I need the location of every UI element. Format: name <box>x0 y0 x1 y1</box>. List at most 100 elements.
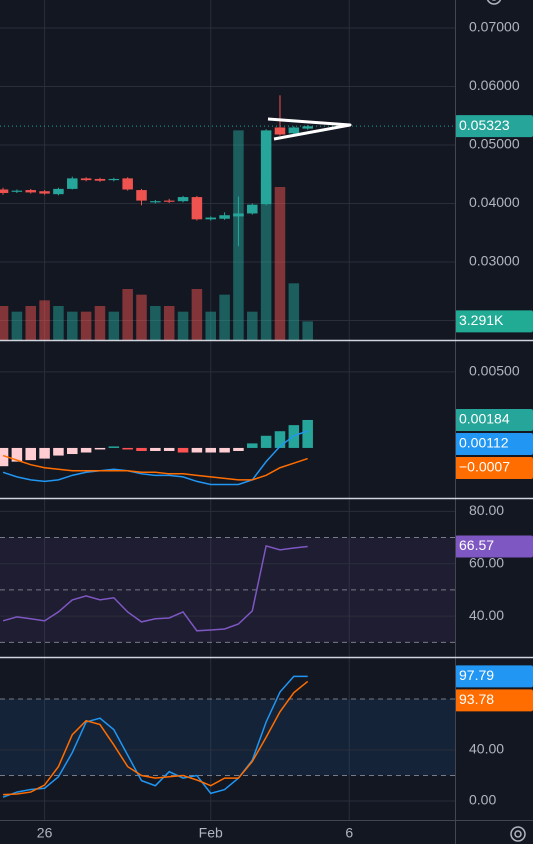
candle-body <box>177 197 189 202</box>
y-tick-label: 0.04000 <box>469 194 520 210</box>
candle-body <box>163 200 175 202</box>
candle-body <box>39 191 50 194</box>
indicator-line <box>2 544 308 632</box>
value-tag-label: 0.05323 <box>459 117 510 133</box>
value-tag <box>455 456 533 479</box>
y-tick-label: 0.00 <box>469 792 496 808</box>
volume-bar <box>94 306 106 340</box>
x-tick-label: Feb <box>199 825 223 841</box>
candle-body <box>108 178 120 181</box>
candle-body <box>0 189 9 193</box>
y-tick-label: 0.03000 <box>469 253 520 269</box>
value-tag <box>455 310 533 333</box>
candle-body <box>94 178 106 181</box>
volume-bar <box>53 306 64 340</box>
value-tag-label: 0.00112 <box>459 435 509 451</box>
y-tick-label: 0.05000 <box>469 136 520 152</box>
indicator-line <box>3 680 309 796</box>
histogram-bar <box>0 447 9 467</box>
indicator-line <box>2 430 308 486</box>
volume-bar <box>302 321 313 340</box>
volume-bar <box>122 289 133 340</box>
volume-bar <box>163 306 175 340</box>
volume-bar <box>205 311 217 340</box>
histogram-bar <box>274 431 286 448</box>
histogram-bar <box>247 443 258 448</box>
histogram-bar <box>219 447 230 453</box>
volume-bar <box>0 306 9 340</box>
value-tag <box>455 432 533 455</box>
settings-icon[interactable] <box>510 826 526 842</box>
volume-bar <box>219 294 230 340</box>
y-tick-label: 40.00 <box>469 741 504 757</box>
volume-bar <box>288 283 300 340</box>
volume-bar <box>247 311 258 340</box>
candle-body <box>11 190 23 192</box>
candle-body <box>233 213 244 217</box>
histogram-bar <box>205 447 217 453</box>
histogram-bar <box>260 435 272 448</box>
candle-body <box>122 178 133 190</box>
histogram-bar <box>233 447 244 451</box>
value-tag-label: 93.78 <box>459 691 494 707</box>
candle-body <box>80 178 92 181</box>
volume-bar <box>177 311 189 340</box>
candle-body <box>247 204 258 214</box>
volume-bar <box>80 311 92 340</box>
volume-bar <box>39 300 50 340</box>
value-tag <box>455 115 533 138</box>
histogram-bar <box>136 447 147 451</box>
histogram-bar <box>108 446 120 448</box>
x-tick-label: 6 <box>345 825 353 841</box>
histogram-bar <box>80 447 92 453</box>
volume-bar <box>108 311 120 340</box>
value-tag <box>455 665 533 688</box>
candle-body <box>67 178 78 189</box>
indicator-line <box>2 454 308 481</box>
candle-body <box>219 215 230 219</box>
histogram-bar <box>177 447 189 453</box>
histogram-bar <box>191 447 203 453</box>
y-tick-label: 0.06000 <box>469 77 520 93</box>
value-tag-label: −0.0007 <box>459 459 510 475</box>
volume-bar <box>260 181 272 340</box>
volume-bar <box>191 289 203 340</box>
histogram-bar <box>11 447 23 462</box>
histogram-bar <box>94 447 106 450</box>
candle-body <box>25 190 37 193</box>
settings-icon[interactable] <box>486 0 502 5</box>
value-tag-label: 66.57 <box>459 537 494 553</box>
histogram-bar <box>163 447 175 451</box>
level-band <box>0 699 455 776</box>
candle-body <box>53 188 64 195</box>
indicator-line <box>2 675 308 798</box>
histogram-bar <box>67 447 78 455</box>
value-tag <box>455 408 533 431</box>
candle-body <box>274 127 286 135</box>
y-tick-label: 60.00 <box>469 554 504 570</box>
histogram-bar <box>25 447 37 461</box>
candle-body <box>260 130 272 205</box>
histogram-bar <box>302 419 313 448</box>
histogram-bar <box>122 447 133 450</box>
candle-body <box>191 197 203 220</box>
candle-body <box>136 190 147 201</box>
drawing-annotation[interactable] <box>267 117 352 141</box>
volume-bar <box>274 187 286 340</box>
volume-bar <box>150 306 161 340</box>
value-tag-label: 97.79 <box>459 667 494 683</box>
histogram-bar <box>150 447 161 451</box>
y-tick-label: 0.07000 <box>469 19 520 35</box>
candle-body <box>288 127 300 134</box>
x-tick-label: 26 <box>37 825 53 841</box>
value-tag-label: 3.291K <box>459 312 504 328</box>
volume-bar <box>25 306 37 340</box>
value-tag-label: 0.00184 <box>459 411 510 427</box>
y-tick-label: 40.00 <box>469 607 504 623</box>
value-tag <box>455 535 533 558</box>
volume-bar <box>67 311 78 340</box>
candle-body <box>302 126 313 129</box>
value-tag <box>455 689 533 712</box>
